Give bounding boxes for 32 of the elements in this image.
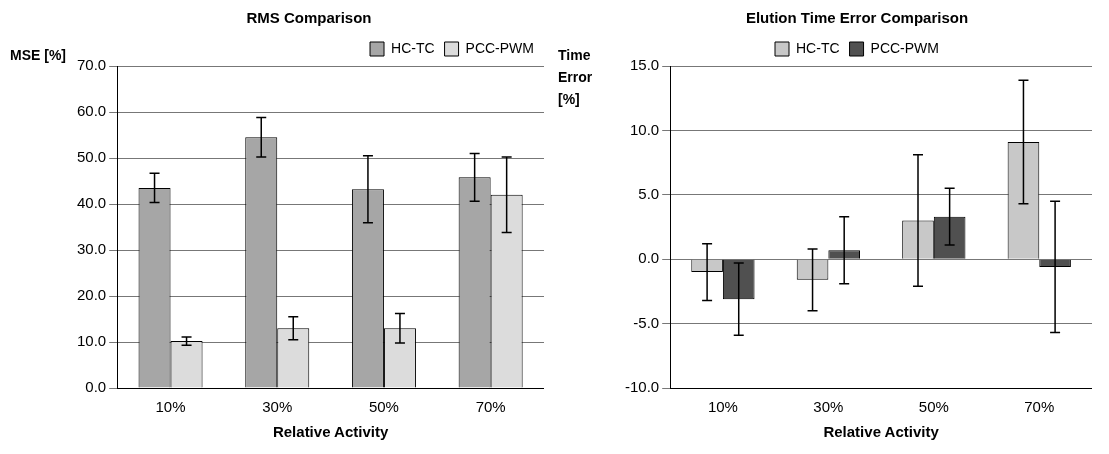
y-tick-label: 10.0: [76, 332, 107, 350]
y-tick-label: 70.0: [76, 56, 107, 74]
x-tick-label: 30%: [813, 398, 844, 416]
legend-label: PCC-PWM: [465, 39, 534, 56]
x-tick-label: 30%: [262, 398, 293, 416]
y-tick-label: 5.0: [638, 184, 660, 202]
y-tick-label: 0.0: [638, 249, 660, 267]
x-tick-label: 70%: [475, 398, 506, 416]
x-axis-title: Relative Activity: [272, 423, 389, 441]
chart-title: RMS Comparison: [246, 9, 372, 27]
y-tick-label: 40.0: [76, 194, 107, 212]
x-axis-title: Relative Activity: [823, 423, 940, 441]
y-tick-label: -10.0: [624, 378, 660, 396]
y-tick-label: 0.0: [85, 378, 107, 396]
x-tick-label: 50%: [918, 398, 949, 416]
y-tick-label: -5.0: [633, 313, 660, 331]
y-tick-label: 30.0: [76, 240, 107, 258]
y-axis-title: Time Error [%]: [558, 46, 594, 109]
y-tick-label: 15.0: [629, 56, 660, 74]
x-tick-label: 10%: [155, 398, 186, 416]
y-axis-title: MSE [%]: [10, 46, 66, 65]
x-tick-label: 50%: [368, 398, 399, 416]
y-tick-label: 20.0: [76, 286, 107, 304]
y-tick-label: 60.0: [76, 102, 107, 120]
legend-label: PCC-PWM: [870, 39, 939, 56]
x-tick-label: 70%: [1024, 398, 1055, 416]
y-tick-label: 10.0: [629, 120, 660, 138]
y-tick-label: 50.0: [76, 148, 107, 166]
chart-title: Elution Time Error Comparison: [745, 9, 969, 27]
x-tick-label: 10%: [707, 398, 738, 416]
legend-label: HC-TC: [391, 39, 435, 56]
legend-label: HC-TC: [796, 39, 840, 56]
